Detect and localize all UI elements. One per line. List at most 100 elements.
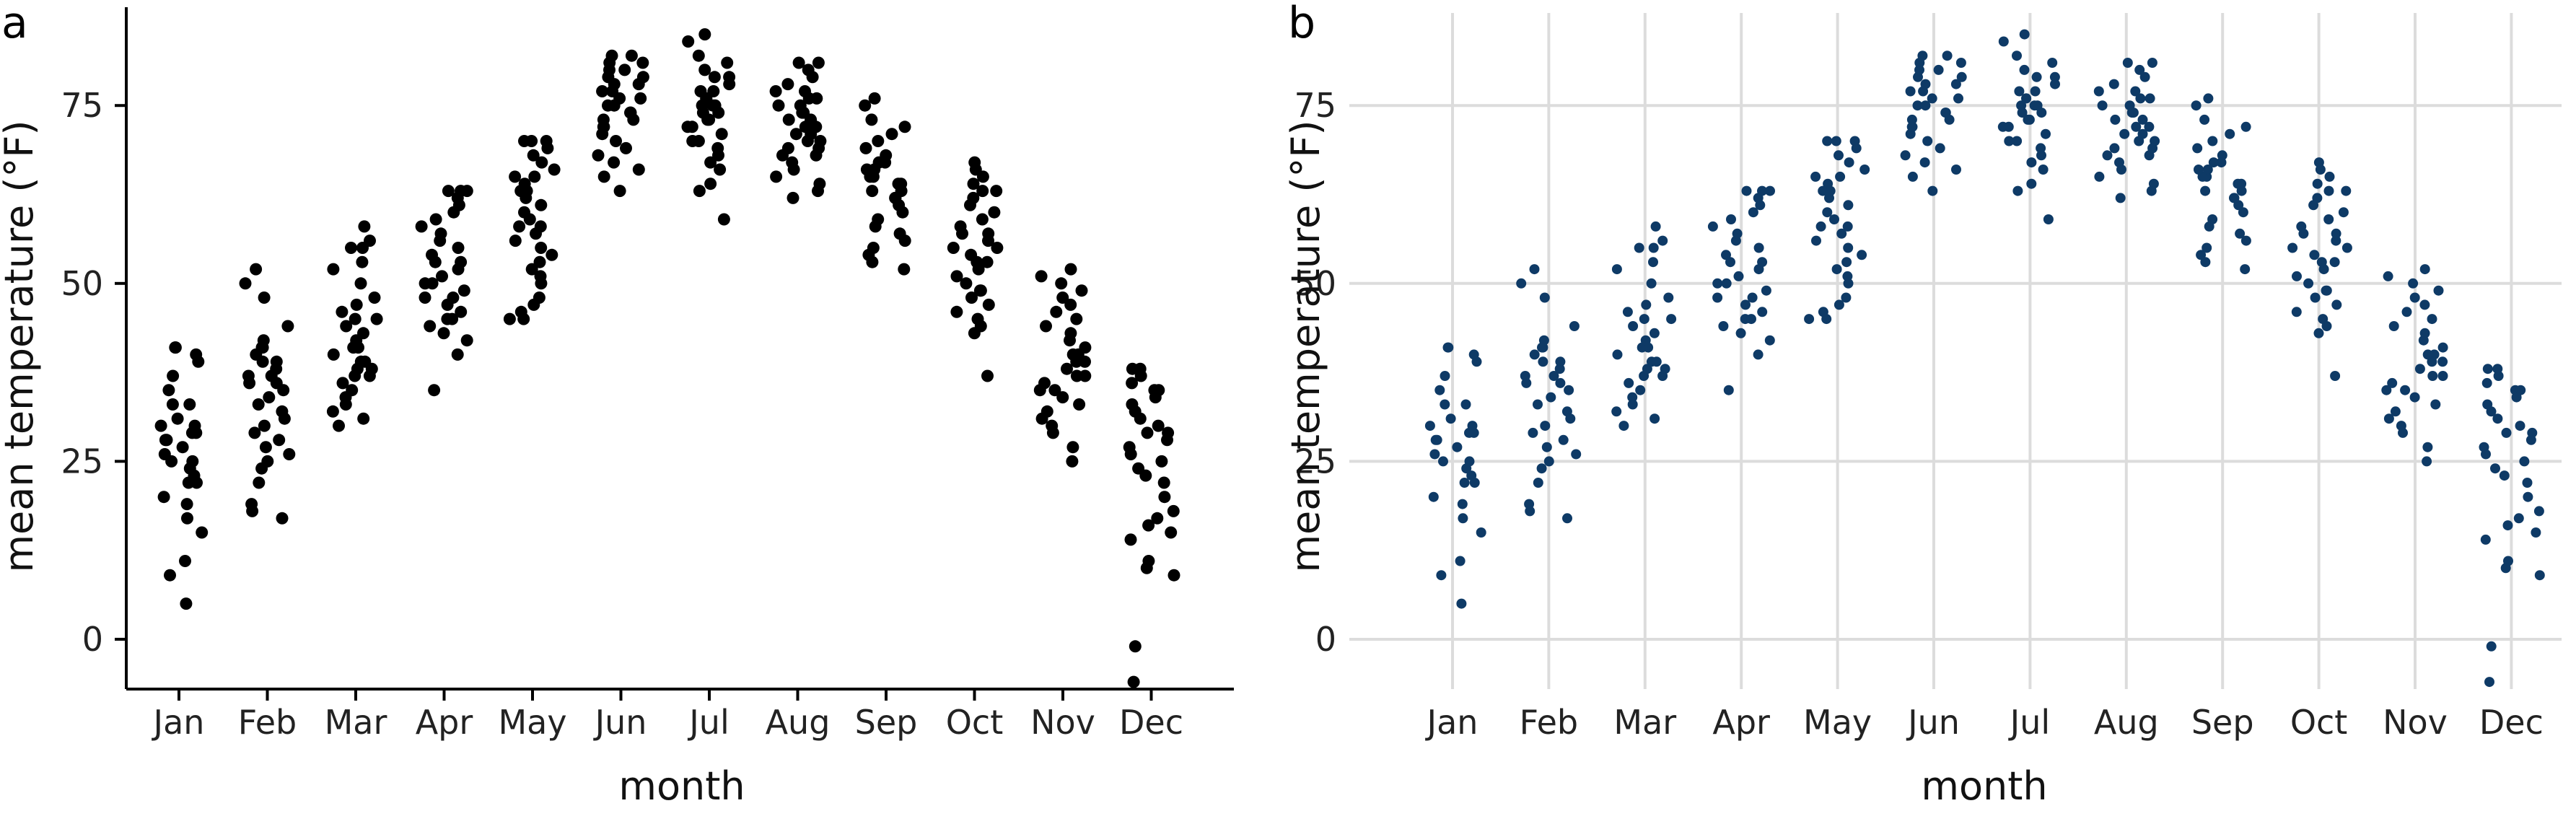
- data-point: [2303, 278, 2314, 289]
- data-point: [1424, 421, 1435, 431]
- data-point: [965, 248, 978, 261]
- data-point: [2012, 136, 2023, 146]
- data-point: [2422, 442, 2433, 452]
- data-point: [2021, 93, 2032, 104]
- data-point: [1618, 421, 1629, 431]
- data-point: [1123, 441, 1136, 454]
- data-point: [426, 248, 438, 261]
- data-point: [1536, 463, 1547, 474]
- data-point: [693, 185, 706, 198]
- data-point: [2323, 214, 2334, 224]
- data-point: [1546, 392, 1556, 403]
- x-tick-label: Sep: [855, 703, 918, 742]
- data-point: [634, 92, 647, 105]
- data-point: [358, 220, 371, 233]
- data-point: [1733, 271, 1744, 281]
- data-point: [2519, 456, 2530, 467]
- data-point: [1721, 250, 1731, 260]
- data-point: [368, 292, 381, 304]
- data-point: [947, 242, 960, 254]
- data-point: [2196, 250, 2207, 260]
- panel-b: b 0 25 50 75 Jan Feb Mar Apr May Jun Jul Aug Sep Oct N…: [1283, 0, 2562, 809]
- data-point: [1841, 292, 1852, 303]
- data-point: [1555, 377, 1566, 388]
- data-point: [2108, 79, 2119, 89]
- data-point: [258, 419, 271, 432]
- data-point: [865, 113, 878, 126]
- y-axis-title-b: mean temperature (°F): [1283, 120, 1328, 572]
- data-point: [1955, 58, 1966, 68]
- data-point: [248, 426, 261, 439]
- data-point: [708, 71, 721, 84]
- data-point: [721, 56, 734, 69]
- data-point: [950, 305, 963, 318]
- data-point: [1651, 356, 1662, 367]
- data-point: [2383, 413, 2394, 424]
- data-point: [1079, 341, 1092, 354]
- data-point: [625, 49, 638, 62]
- data-point: [1468, 349, 1479, 360]
- data-point: [965, 292, 978, 304]
- y-tick-label: 25: [1294, 442, 1336, 481]
- data-point: [159, 434, 172, 447]
- data-point: [1624, 377, 1634, 388]
- data-point: [2313, 157, 2324, 168]
- data-point: [2026, 178, 2037, 189]
- data-point: [2481, 377, 2492, 388]
- data-point: [281, 320, 294, 333]
- data-point: [1849, 136, 1860, 146]
- x-tick-label: Dec: [1119, 703, 1183, 742]
- y-tick-label: 0: [1315, 620, 1336, 659]
- data-point: [546, 248, 558, 261]
- data-point: [1831, 136, 1841, 146]
- data-point: [370, 312, 383, 325]
- data-point: [2202, 242, 2212, 253]
- data-point: [2515, 421, 2525, 431]
- data-point: [2312, 178, 2323, 189]
- data-point: [782, 113, 795, 126]
- data-point: [792, 56, 805, 69]
- data-point: [1811, 235, 1821, 246]
- data-point: [1920, 100, 1931, 111]
- data-point: [242, 369, 255, 382]
- data-point: [2240, 235, 2251, 246]
- data-point: [1757, 307, 1768, 317]
- data-point: [2192, 143, 2203, 154]
- data-point: [1429, 449, 1440, 460]
- data-point: [2409, 392, 2420, 403]
- data-point: [880, 149, 893, 162]
- data-point: [2130, 86, 2141, 97]
- data-point: [1831, 264, 1842, 275]
- data-point: [2119, 128, 2130, 139]
- data-point: [1844, 157, 1854, 168]
- data-point: [1428, 491, 1439, 502]
- data-point: [1436, 570, 1447, 581]
- data-point: [1155, 455, 1168, 468]
- data-point: [2492, 413, 2503, 424]
- data-point: [2321, 285, 2331, 296]
- data-point: [981, 369, 994, 382]
- data-point: [250, 263, 263, 276]
- data-point: [898, 120, 911, 133]
- points-layer-a: [154, 28, 1180, 688]
- data-point: [2124, 100, 2135, 111]
- data-point: [1635, 385, 1646, 395]
- data-point: [442, 185, 455, 198]
- data-point: [2137, 114, 2148, 125]
- data-point: [636, 71, 649, 84]
- data-point: [1075, 284, 1088, 297]
- y-tick-label: 50: [1294, 264, 1336, 303]
- data-point: [597, 170, 610, 183]
- data-point: [2139, 71, 2150, 82]
- data-point: [424, 320, 437, 333]
- data-point: [179, 555, 191, 567]
- data-point: [1836, 228, 1847, 239]
- data-point: [2338, 207, 2349, 218]
- data-point: [981, 255, 994, 268]
- data-point: [618, 63, 631, 76]
- data-point: [2419, 328, 2430, 338]
- data-point: [162, 384, 175, 397]
- data-point: [1459, 478, 1470, 488]
- data-point: [1569, 321, 1580, 331]
